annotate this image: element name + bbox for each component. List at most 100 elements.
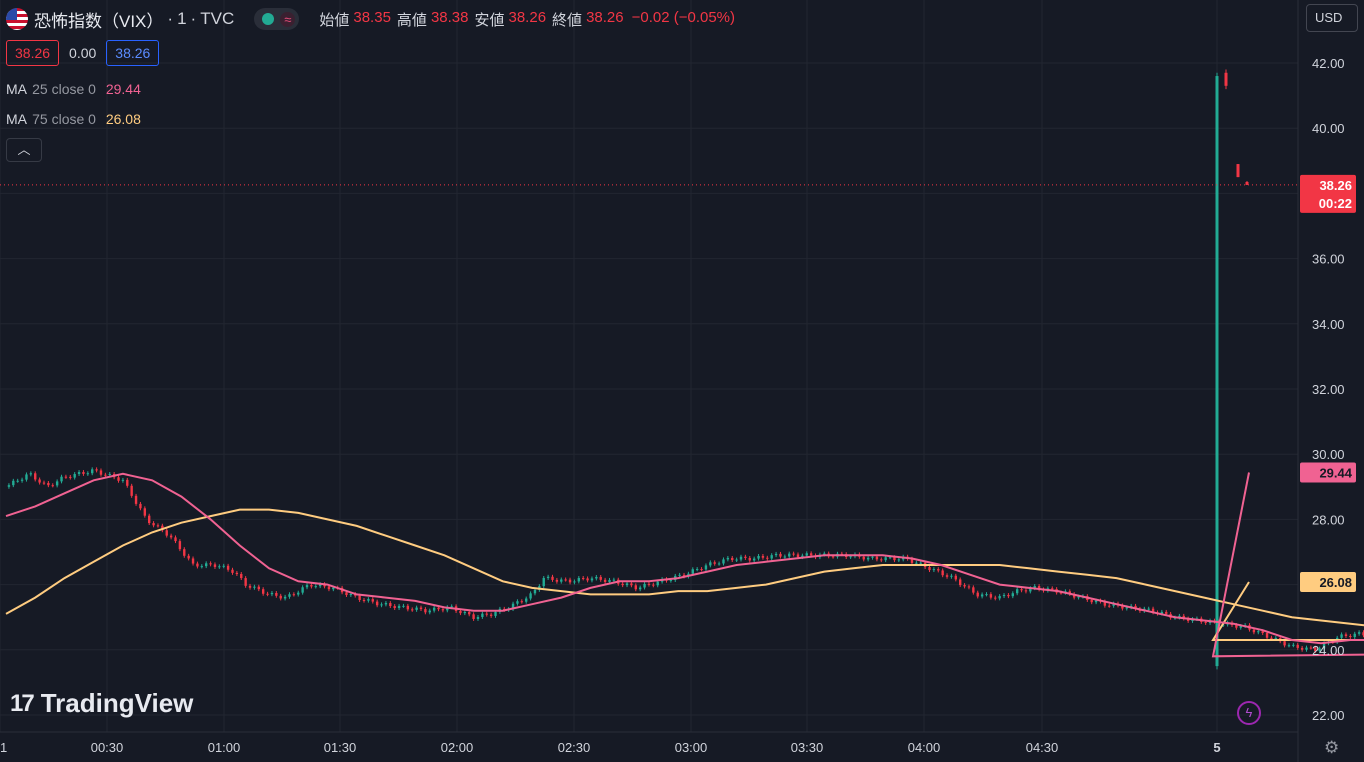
candle-body: [270, 592, 274, 595]
lightning-icon[interactable]: ϟ: [1237, 701, 1261, 725]
candle-body: [1015, 589, 1019, 594]
candle-body: [55, 481, 59, 486]
candle-body: [248, 585, 252, 588]
symbol-name[interactable]: 恐怖指数（VIX）: [34, 11, 164, 31]
candle-body: [218, 566, 221, 568]
indicator-ma75[interactable]: MA 75 close 0 26.08: [6, 111, 141, 127]
currency-select[interactable]: USD: [1306, 4, 1358, 32]
candle-body: [384, 603, 388, 605]
candle-body: [529, 593, 532, 599]
candle-body: [1362, 632, 1364, 636]
candle-body: [621, 583, 624, 586]
spike-candle: [1215, 76, 1219, 667]
candle-body: [595, 576, 598, 579]
x-tick-label: 03:30: [791, 740, 824, 755]
candle-body: [441, 609, 445, 611]
candle-body: [994, 597, 997, 599]
candle-body: [1274, 637, 1278, 639]
candle-body: [695, 569, 699, 571]
x-tick-label: 01: [0, 740, 7, 755]
ma75-line: [5, 508, 1364, 641]
candle-body: [932, 569, 936, 571]
ma75-price-label: 26.08: [1319, 575, 1352, 590]
candle-body: [20, 479, 24, 481]
x-tick-label: 02:30: [558, 740, 591, 755]
candle-body: [411, 609, 414, 611]
candle-body: [213, 564, 217, 567]
candle-body: [60, 476, 63, 482]
candle-body: [16, 480, 19, 482]
candle-body: [1090, 599, 1093, 603]
market-status-pill[interactable]: ≈: [254, 8, 300, 30]
collapse-legend-button[interactable]: ︿: [6, 138, 42, 162]
dot-separator: ·: [167, 9, 174, 28]
candle-body: [612, 579, 616, 581]
candle-body: [796, 554, 800, 558]
settings-icon[interactable]: ⚙: [1324, 738, 1340, 757]
candle-body: [73, 474, 76, 478]
candle-body: [520, 601, 524, 603]
candle-body: [761, 555, 765, 558]
candle-body: [104, 474, 107, 476]
candle-body: [121, 479, 125, 481]
candle-body: [937, 569, 940, 571]
candle-body: [919, 562, 922, 564]
candle-body: [1051, 588, 1054, 590]
indicator-ma25[interactable]: MA 25 close 0 29.44: [6, 81, 141, 97]
candle-body: [397, 605, 401, 609]
candle-body: [634, 585, 637, 590]
candle-body: [525, 598, 528, 602]
candle-body: [310, 585, 313, 587]
candle-body: [257, 586, 260, 590]
candle-body: [1077, 596, 1080, 598]
candle-body: [332, 587, 335, 590]
indicator-value: 29.44: [105, 81, 141, 97]
buy-button[interactable]: 38.26: [106, 40, 160, 66]
candle-body: [774, 553, 778, 556]
sell-button[interactable]: 38.26: [6, 40, 60, 66]
candle-body: [178, 541, 182, 550]
low-label: 安値: [474, 11, 505, 29]
candle-body: [713, 562, 716, 564]
x-tick-label: 03:00: [675, 740, 708, 755]
candle-body: [809, 553, 813, 556]
candle-body: [700, 569, 703, 571]
candle-body: [560, 579, 563, 582]
last-price-label-countdown: 00:22: [1319, 196, 1352, 211]
candle-body: [897, 559, 901, 561]
y-tick-label: 36.00: [1312, 252, 1345, 267]
candle-body: [726, 557, 730, 560]
candle-body: [283, 596, 287, 599]
candle-body: [12, 480, 15, 486]
low-value: 38.26: [508, 8, 547, 26]
candle-body: [691, 569, 694, 574]
chevron-up-icon: ︿: [17, 142, 31, 157]
candle-body: [95, 469, 98, 471]
candle-body: [297, 592, 300, 595]
candle-body: [117, 477, 120, 481]
candle-body: [862, 556, 865, 560]
candle-body: [209, 563, 212, 565]
candle-body: [542, 577, 545, 587]
interval-label[interactable]: 1: [177, 9, 187, 28]
candle-body: [910, 558, 914, 563]
candle-body: [235, 572, 239, 574]
candle-body: [494, 611, 497, 616]
candle-body: [976, 592, 979, 597]
candle-body: [1072, 594, 1076, 598]
open-label: 始値: [319, 11, 350, 29]
candles: [7, 69, 1364, 670]
candle-body: [511, 603, 515, 610]
candle-body: [279, 595, 282, 599]
candle-body: [1305, 647, 1308, 650]
candle-body: [187, 555, 190, 559]
candle-body: [783, 556, 787, 558]
candle-body: [1165, 611, 1168, 614]
candle-body: [1020, 589, 1023, 591]
candle-body: [744, 556, 747, 558]
candle-body: [1287, 645, 1291, 647]
candle-body: [1094, 600, 1098, 603]
candle-body: [1357, 632, 1361, 634]
y-tick-label: 32.00: [1312, 382, 1345, 397]
